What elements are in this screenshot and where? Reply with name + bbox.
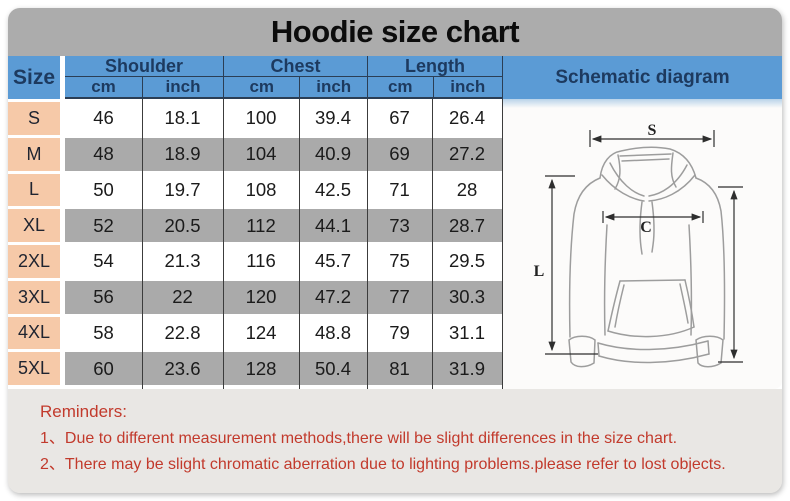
group-label-chest: Chest: [224, 56, 367, 77]
table-cell: 23.6: [142, 352, 223, 385]
column-header-size: Size: [8, 56, 60, 99]
table-cell: 58: [65, 316, 142, 350]
unit-row-length: cm inch: [368, 77, 502, 99]
table-cell: 73: [367, 209, 432, 242]
size-label: M: [8, 137, 60, 171]
column-group-shoulder: Shoulder cm inch: [65, 56, 223, 99]
size-chart-card: Hoodie size chart Size Shoulder cm inch …: [8, 8, 782, 493]
table-cell: 18.1: [142, 102, 223, 135]
table-body: S M L XL 2XL 3XL 4XL 5XL 46 18.1 100 39.…: [8, 99, 782, 389]
group-label-length: Length: [368, 56, 502, 77]
table-cell: 50.4: [299, 352, 367, 385]
size-label: 5XL: [8, 352, 60, 385]
column-group-chest: Chest cm inch: [223, 56, 367, 99]
table-cell: 128: [223, 352, 299, 385]
body-gap: [60, 99, 65, 389]
reminder-item: 2、There may be slight chromatic aberrati…: [40, 456, 726, 473]
size-label: XL: [8, 209, 60, 242]
header-gap: [60, 56, 65, 99]
table-cell: 26.4: [432, 102, 502, 135]
table-cell: 100: [223, 102, 299, 135]
unit-row-chest: cm inch: [224, 77, 367, 99]
table-cell: 28.7: [432, 209, 502, 242]
table-cell: 67: [367, 102, 432, 135]
unit-header-chest-inch: inch: [299, 77, 367, 97]
grid-line: [299, 99, 301, 389]
schematic-diagram-panel: S C L: [502, 99, 782, 389]
table-cell: 27.2: [432, 137, 502, 171]
page-title: Hoodie size chart: [270, 14, 520, 49]
measurements-grid: 46 18.1 100 39.4 67 26.4 48 18.9 104 40.…: [65, 99, 502, 389]
title-bar: Hoodie size chart: [8, 8, 782, 56]
table-cell: 71: [367, 173, 432, 207]
table-cell: 48: [65, 137, 142, 171]
table-cell: 79: [367, 316, 432, 350]
size-label: 4XL: [8, 316, 60, 350]
table-cell: 54: [65, 245, 142, 278]
table-cell: 124: [223, 316, 299, 350]
size-label: 2XL: [8, 245, 60, 278]
table-cell: 116: [223, 245, 299, 278]
grid-line: [432, 99, 434, 389]
table-cell: 40.9: [299, 137, 367, 171]
table-cell: 104: [223, 137, 299, 171]
table-cell: 52: [65, 209, 142, 242]
schematic-header-label: Schematic diagram: [555, 66, 730, 88]
unit-row-shoulder: cm inch: [65, 77, 223, 99]
table-cell: 112: [223, 209, 299, 242]
table-header: Size Shoulder cm inch Chest cm inch Leng…: [8, 56, 782, 99]
unit-header-length-cm: cm: [387, 77, 413, 96]
grid-line: [142, 99, 144, 389]
chest-dimension-label: C: [640, 219, 652, 236]
column-group-length: Length cm inch: [367, 56, 502, 99]
table-cell: 60: [65, 352, 142, 385]
table-cell: 30.3: [432, 280, 502, 314]
table-cell: 47.2: [299, 280, 367, 314]
table-cell: 44.1: [299, 209, 367, 242]
shoulder-dimension-label: S: [648, 122, 657, 139]
table-cell: 81: [367, 352, 432, 385]
table-cell: 42.5: [299, 173, 367, 207]
hoodie-outline: [568, 146, 726, 368]
table-cell: 22: [142, 280, 223, 314]
reminders-heading: Reminders:: [40, 402, 127, 421]
table-cell: 120: [223, 280, 299, 314]
size-column: S M L XL 2XL 3XL 4XL 5XL: [8, 99, 60, 389]
table-cell: 31.9: [432, 352, 502, 385]
table-cell: 18.9: [142, 137, 223, 171]
table-cell: 31.1: [432, 316, 502, 350]
dimension-arrows: [545, 130, 743, 363]
table-cell: 20.5: [142, 209, 223, 242]
grid-line: [223, 99, 225, 389]
group-label-shoulder: Shoulder: [65, 56, 223, 77]
grid-line: [367, 99, 369, 389]
table-cell: 19.7: [142, 173, 223, 207]
length-dimension-label: L: [534, 263, 545, 280]
table-cell: 22.8: [142, 316, 223, 350]
table-cell: 56: [65, 280, 142, 314]
table-cell: 108: [223, 173, 299, 207]
table-cell: 50: [65, 173, 142, 207]
reminder-item: 1、Due to different measurement methods,t…: [40, 430, 678, 447]
size-label: S: [8, 102, 60, 135]
table-cell: 29.5: [432, 245, 502, 278]
table-cell: 46: [65, 102, 142, 135]
reminders-section: Reminders: 1、Due to different measuremen…: [8, 389, 782, 493]
unit-header-shoulder-cm: cm: [91, 77, 116, 96]
table-cell: 75: [367, 245, 432, 278]
unit-header-shoulder-inch: inch: [142, 77, 223, 97]
table-cell: 45.7: [299, 245, 367, 278]
table-cell: 48.8: [299, 316, 367, 350]
size-label: L: [8, 173, 60, 207]
table-cell: 69: [367, 137, 432, 171]
unit-header-chest-cm: cm: [249, 77, 275, 96]
table-cell: 28: [432, 173, 502, 207]
column-header-schematic: Schematic diagram: [502, 56, 782, 99]
table-cell: 39.4: [299, 102, 367, 135]
unit-header-length-inch: inch: [432, 77, 502, 97]
hoodie-sketch: S C L: [534, 122, 743, 368]
size-label: 3XL: [8, 280, 60, 314]
table-cell: 21.3: [142, 245, 223, 278]
table-cell: 77: [367, 280, 432, 314]
